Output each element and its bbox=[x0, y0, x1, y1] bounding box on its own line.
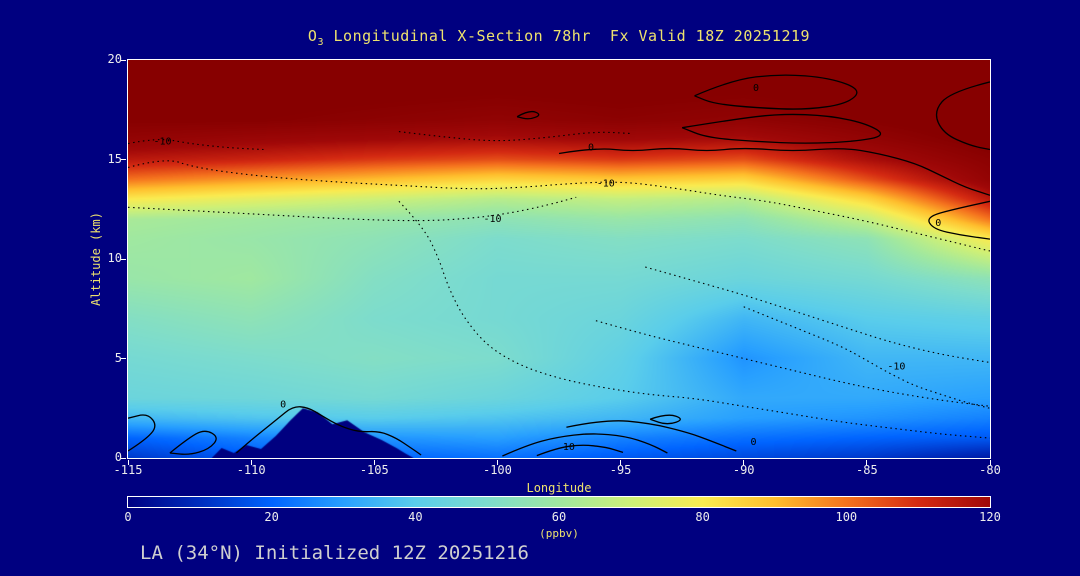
y-tick-label: 5 bbox=[114, 350, 122, 365]
x-axis-tick bbox=[250, 460, 252, 465]
y-axis-tick bbox=[121, 159, 126, 160]
contour-label: -10 bbox=[153, 137, 171, 148]
colorbar-tick-label: 100 bbox=[835, 510, 858, 524]
footer-annotation: LA (34°N) Initialized 12Z 20251216 bbox=[140, 542, 529, 564]
contour-fill-canvas bbox=[128, 60, 990, 458]
plot-area: -10 0 -10 -10 0 0 -10 0 10 0 bbox=[127, 59, 991, 459]
contour-line-solid-0 bbox=[235, 406, 422, 456]
colorbar-tick-label: 20 bbox=[264, 510, 279, 524]
contour-label: 10 bbox=[563, 442, 575, 453]
y-tick-label: 10 bbox=[107, 251, 122, 265]
x-axis-tick bbox=[743, 460, 745, 465]
contour-line-solid-0 bbox=[558, 147, 990, 196]
y-tick-label: 0 bbox=[114, 450, 122, 464]
x-tick-label: -90 bbox=[732, 463, 755, 477]
colorbar-tick-label: 0 bbox=[124, 510, 132, 524]
chart-title-subscript: 3 bbox=[317, 37, 324, 48]
y-tick-label: 20 bbox=[107, 52, 122, 66]
contour-line-solid-10 bbox=[536, 444, 624, 457]
contour-line-solid-10 bbox=[649, 414, 681, 425]
contour-label: -10 bbox=[483, 214, 501, 225]
y-axis-tick bbox=[121, 59, 126, 61]
contour-line-solid-0 bbox=[928, 200, 990, 240]
contour-label: 0 bbox=[280, 399, 286, 410]
x-tick-label: -100 bbox=[482, 463, 512, 477]
contour-overlay: -10 0 -10 -10 0 0 -10 0 10 0 bbox=[128, 74, 990, 457]
contour-line-solid-0 bbox=[935, 81, 990, 151]
x-axis-title: Longitude bbox=[526, 481, 592, 495]
contour-line-solid-0 bbox=[128, 414, 156, 452]
colorbar-units-label: (ppbv) bbox=[539, 527, 579, 540]
colorbar-tick-label: 60 bbox=[551, 510, 567, 524]
contour-line-dotted--10 bbox=[128, 160, 990, 252]
x-tick-label: -85 bbox=[856, 463, 878, 477]
x-tick-label: -115 bbox=[113, 463, 143, 477]
x-tick-label: -80 bbox=[979, 463, 1001, 477]
contour-line-dotted--10 bbox=[398, 131, 633, 142]
x-tick-label: -95 bbox=[609, 463, 632, 477]
chart-title-species: O bbox=[307, 27, 318, 45]
colorbar-tick-label: 80 bbox=[695, 510, 710, 524]
x-axis-tick bbox=[373, 460, 375, 465]
contour-line-solid-0 bbox=[566, 420, 737, 452]
contour-label: 0 bbox=[588, 143, 594, 154]
colorbar bbox=[127, 496, 991, 508]
y-axis-tick bbox=[121, 258, 126, 260]
contour-line-dotted--10 bbox=[595, 320, 990, 407]
x-axis-tick bbox=[620, 460, 622, 465]
x-axis-tick bbox=[866, 460, 868, 465]
x-axis-tick bbox=[989, 460, 991, 465]
contour-line-dotted--10 bbox=[645, 266, 990, 364]
contour-line-solid-0 bbox=[694, 74, 858, 110]
y-tick-label: 15 bbox=[107, 151, 122, 166]
contour-line-dotted--10 bbox=[743, 306, 990, 409]
contour-label: 0 bbox=[935, 218, 941, 229]
colorbar-tick-label: 120 bbox=[979, 510, 1001, 524]
x-tick-label: -105 bbox=[359, 463, 389, 477]
contour-line-solid-0 bbox=[681, 113, 882, 144]
contour-line-dotted--10 bbox=[128, 196, 577, 222]
y-axis-tick bbox=[121, 457, 126, 459]
contour-line-solid-0 bbox=[169, 430, 217, 455]
x-axis-tick bbox=[127, 460, 129, 465]
contour-label: -10 bbox=[887, 361, 905, 372]
x-axis-tick bbox=[496, 460, 498, 465]
contour-label: 0 bbox=[751, 437, 757, 448]
contour-line-dotted--10 bbox=[128, 139, 264, 151]
contour-line-solid-0 bbox=[516, 110, 540, 120]
colorbar-tick-label: 40 bbox=[408, 510, 423, 524]
y-axis-tick bbox=[121, 358, 126, 359]
contour-label: -10 bbox=[597, 178, 615, 189]
contour-line-dotted--10 bbox=[398, 200, 990, 439]
chart-title: O3 Longitudinal X-Section 78hr Fx Valid … bbox=[128, 27, 990, 48]
x-tick-label: -110 bbox=[236, 463, 266, 477]
contour-line-solid-0 bbox=[502, 433, 668, 457]
contour-label: 0 bbox=[753, 83, 759, 94]
chart-title-text: Longitudinal X-Section 78hr Fx Valid 18Z… bbox=[323, 27, 811, 45]
